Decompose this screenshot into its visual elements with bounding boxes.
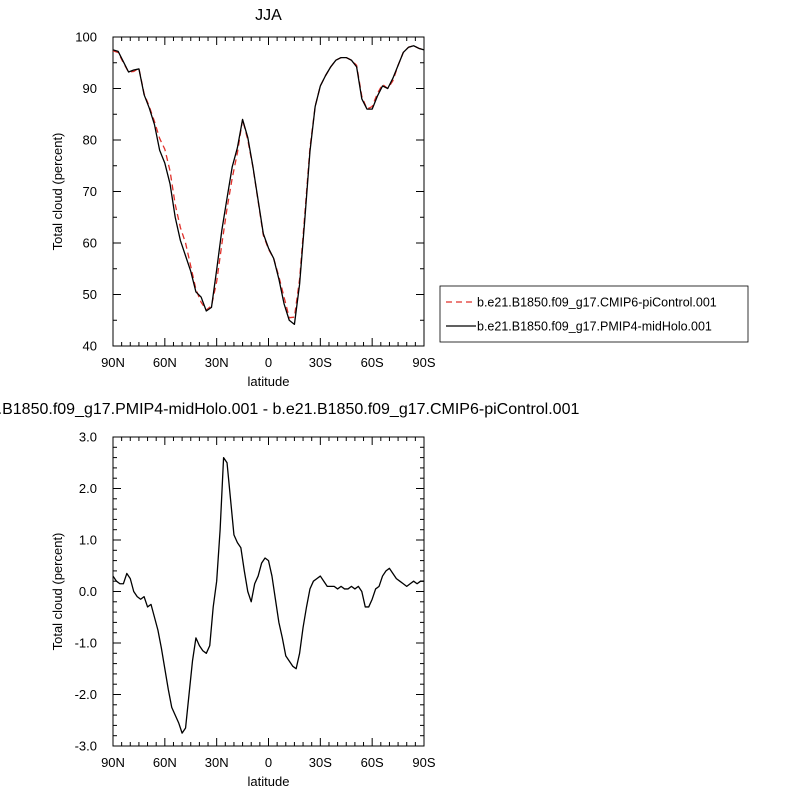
y-tick-label: 50 [83,287,97,302]
series-line-2 [112,45,425,326]
plot-frame [112,36,425,347]
y-tick-label: 0.0 [79,584,97,599]
x-tick-label: 60S [361,755,384,770]
x-tick-label: 60N [153,755,177,770]
y-axis-label: Total cloud (percent) [50,133,65,251]
x-tick-label: 30S [309,755,332,770]
y-tick-label: 2.0 [79,481,97,496]
x-tick-label: 30N [205,355,229,370]
x-tick-label: 0 [265,355,272,370]
legend-label: b.e21.B1850.f09_g17.CMIP6-piControl.001 [477,296,717,310]
x-axis-label: latitude [248,374,290,389]
y-tick-label: 100 [75,30,97,45]
x-tick-label: 60N [153,355,177,370]
y-tick-label: -1.0 [75,636,97,651]
x-tick-label: 90N [101,355,125,370]
plot-frame [112,436,425,747]
y-tick-label: 1.0 [79,533,97,548]
x-tick-label: 30S [309,355,332,370]
x-tick-label: 0 [265,755,272,770]
y-axis-label: Total cloud (percent) [50,533,65,651]
y-tick-label: 60 [83,236,97,251]
y-tick-label: 80 [83,133,97,148]
y-tick-label: 3.0 [79,430,97,445]
bottom-panel-difference: b.e21.B1850.f09_g17.PMIP4-midHolo.001 - … [0,401,579,789]
legend-box [439,285,749,343]
chart-title: JJA [255,7,282,24]
x-axis-label: latitude [248,774,290,789]
x-tick-label: 90S [412,755,435,770]
y-tick-label: -3.0 [75,739,97,754]
series-line-1 [112,456,424,734]
y-tick-label: -2.0 [75,687,97,702]
y-tick-label: 70 [83,184,97,199]
x-tick-label: 30N [205,755,229,770]
top-panel-mean-cloud: JJA 90N 60N 30N 0 30S 60S 90S 40 50 60 70 80 90 100 lat… [50,7,749,389]
series-line-1 [112,45,425,319]
x-tick-label: 60S [361,355,384,370]
chart-title: b.e21.B1850.f09_g17.PMIP4-midHolo.001 - … [0,401,579,418]
x-tick-label: 90S [412,355,435,370]
x-tick-label: 90N [101,755,125,770]
legend-label: b.e21.B1850.f09_g17.PMIP4-midHolo.001 [477,320,712,334]
y-tick-label: 40 [83,339,97,354]
y-tick-label: 90 [83,81,97,96]
